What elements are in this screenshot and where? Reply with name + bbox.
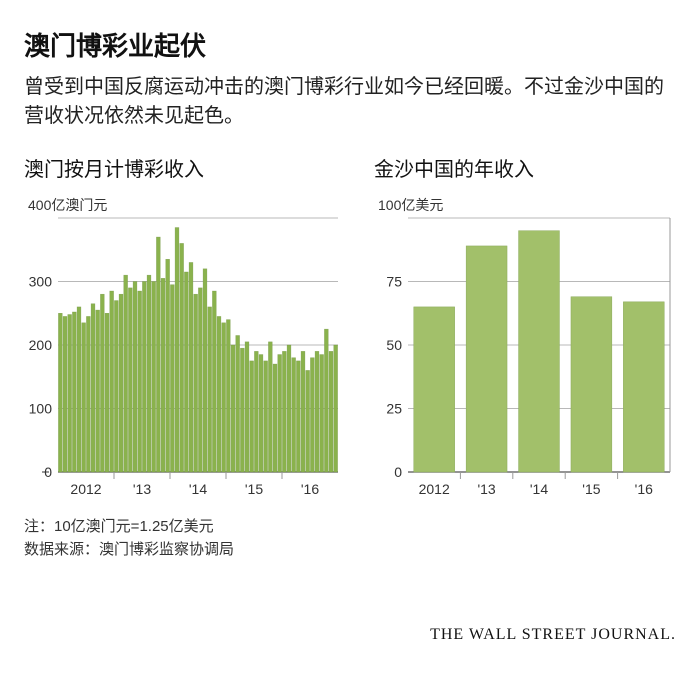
- svg-text:'13: '13: [477, 481, 495, 497]
- svg-text:'16: '16: [301, 481, 319, 497]
- svg-text:'15: '15: [245, 481, 263, 497]
- charts-row: 澳门按月计博彩收入 100 200 300 0 400亿澳门元 2012 '13 '14 '15…: [24, 153, 676, 502]
- svg-text:2012: 2012: [70, 481, 101, 497]
- footnotes: 注：10亿澳门元=1.25亿美元 数据来源：澳门博彩监察协调局: [24, 516, 676, 561]
- chart-annual-block: 金沙中国的年收入 0 25 50 75 100亿美元 2012 '13 '14 '15 '16: [374, 153, 674, 502]
- page-subtitle: 曾受到中国反腐运动冲击的澳门博彩行业如今已经回暖。不过金沙中国的营收状况依然未见…: [24, 73, 676, 131]
- footnote-conversion: 注：10亿澳门元=1.25亿美元: [24, 516, 676, 539]
- svg-text:'14: '14: [189, 481, 207, 497]
- chart-monthly-title: 澳门按月计博彩收入: [24, 153, 344, 182]
- svg-text:50: 50: [386, 337, 402, 353]
- svg-text:400亿澳门元: 400亿澳门元: [28, 197, 107, 213]
- chart-annual: 0 25 50 75 100亿美元 2012 '13 '14 '15 '16: [374, 192, 674, 502]
- chart-annual-title: 金沙中国的年收入: [374, 153, 674, 182]
- footnote-source: 数据来源：澳门博彩监察协调局: [24, 539, 676, 562]
- svg-text:300: 300: [29, 274, 53, 290]
- chart-monthly-block: 澳门按月计博彩收入 1002003000400亿澳门元2012'13'14'15…: [24, 153, 344, 502]
- svg-text:'14: '14: [530, 481, 548, 497]
- svg-text:'16: '16: [635, 481, 653, 497]
- svg-text:75: 75: [386, 274, 402, 290]
- svg-text:0: 0: [394, 464, 402, 480]
- svg-text:'15: '15: [582, 481, 600, 497]
- chart-card: 澳门博彩业起伏 曾受到中国反腐运动冲击的澳门博彩行业如今已经回暖。不过金沙中国的…: [0, 0, 700, 700]
- svg-text:25: 25: [386, 401, 402, 417]
- svg-text:200: 200: [29, 337, 53, 353]
- svg-text:'13: '13: [133, 481, 151, 497]
- chart-monthly: 1002003000400亿澳门元2012'13'14'15'16: [24, 192, 344, 502]
- svg-text:100亿美元: 100亿美元: [378, 197, 443, 213]
- page-title: 澳门博彩业起伏: [24, 26, 676, 63]
- svg-text:2012: 2012: [419, 481, 450, 497]
- brand-label: THE WALL STREET JOURNAL.: [430, 626, 676, 644]
- svg-text:100: 100: [29, 401, 53, 417]
